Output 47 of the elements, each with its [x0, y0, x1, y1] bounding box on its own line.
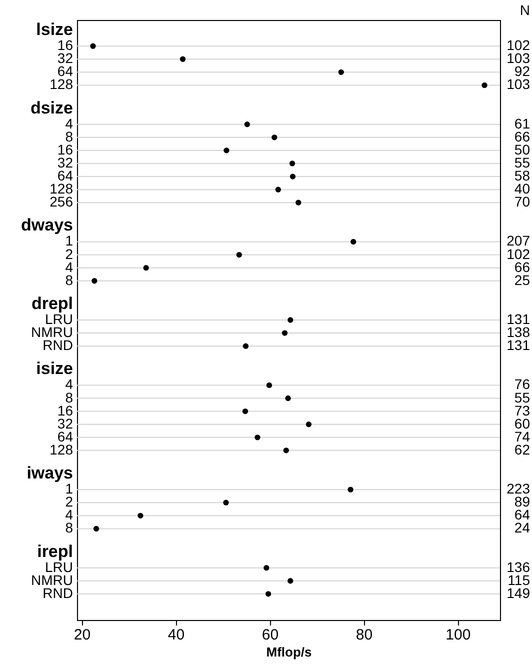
- point: [290, 174, 296, 180]
- point: [350, 238, 356, 245]
- x-axis-title: Mflop/s: [266, 644, 312, 660]
- point: [143, 265, 149, 271]
- y-tick-label: dsize: [30, 98, 73, 118]
- point: [224, 148, 230, 154]
- y-tick-label: irepl: [37, 542, 73, 561]
- point: [223, 500, 229, 506]
- point: [482, 82, 488, 88]
- x-tick-label: 60: [262, 626, 279, 644]
- point: [180, 56, 186, 62]
- point: [254, 434, 260, 440]
- y-tick-label: isize: [36, 359, 73, 378]
- point: [236, 252, 242, 258]
- y2-tick-label: 131: [506, 311, 530, 327]
- point: [306, 422, 312, 428]
- point: [285, 395, 291, 402]
- y-tick-label: dways: [21, 216, 73, 235]
- point: [275, 186, 281, 192]
- point: [265, 591, 272, 597]
- point: [348, 486, 354, 492]
- point: [272, 134, 278, 140]
- y-tick-label: iways: [26, 464, 73, 483]
- point: [296, 200, 302, 206]
- point: [90, 43, 96, 49]
- x-tick-label: 100: [446, 626, 471, 644]
- point: [338, 69, 344, 75]
- y-tick-label: drepl: [31, 294, 73, 313]
- point: [288, 578, 294, 584]
- point: [92, 278, 98, 284]
- point: [93, 526, 100, 532]
- point: [242, 408, 248, 414]
- point: [288, 317, 294, 323]
- point: [289, 160, 296, 166]
- x-tick-label: 40: [168, 626, 185, 644]
- point: [138, 512, 144, 518]
- point: [242, 343, 249, 349]
- point: [282, 330, 288, 336]
- x-tick-label: 80: [356, 626, 373, 644]
- point: [266, 382, 272, 388]
- point: [244, 122, 250, 128]
- point: [283, 448, 289, 454]
- y-tick-label: LRU: [44, 311, 73, 327]
- x-tick-label: 20: [74, 626, 91, 644]
- y2-axis-title: N: [520, 2, 530, 18]
- y-tick-label: lsize: [36, 20, 73, 40]
- point: [264, 565, 270, 571]
